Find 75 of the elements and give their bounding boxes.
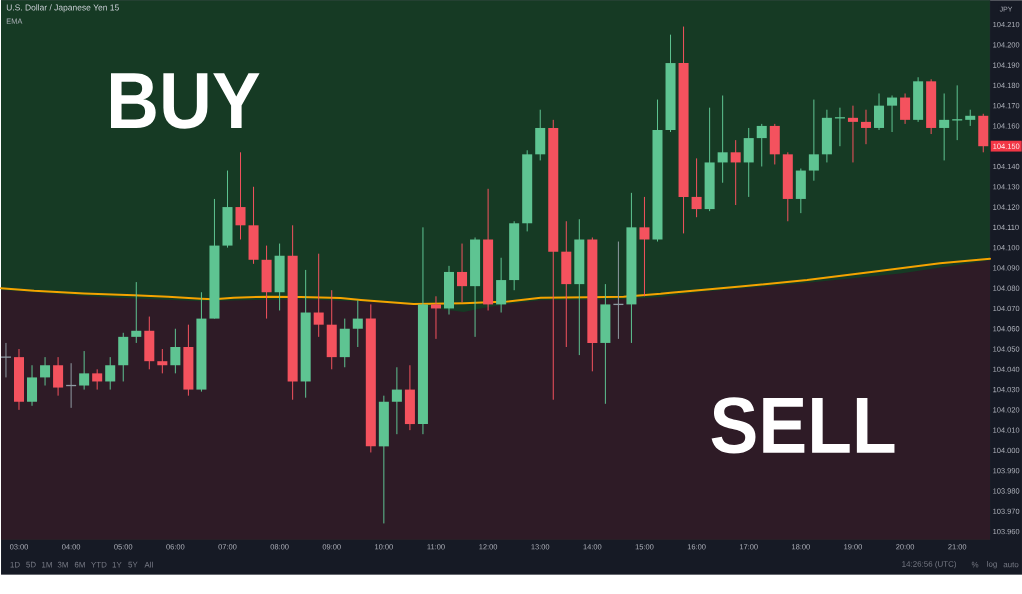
candlestick [144, 316, 155, 370]
candlestick [639, 196, 650, 297]
candlestick [53, 356, 64, 397]
candlestick [40, 356, 51, 387]
candlestick [900, 93, 911, 125]
candlestick [483, 188, 494, 312]
candlestick [27, 364, 38, 407]
candlestick [417, 227, 428, 435]
candlestick [430, 295, 441, 340]
candlestick [860, 109, 872, 145]
candlestick [131, 281, 142, 344]
candlestick [730, 139, 741, 206]
candlestick [821, 109, 832, 164]
candlestick [196, 291, 207, 393]
candlestick [209, 198, 220, 320]
candlestick [300, 269, 311, 399]
candlestick [808, 99, 819, 182]
candlestick [600, 283, 611, 405]
candlestick [79, 350, 90, 391]
candlestick [847, 105, 858, 164]
candlestick [457, 243, 468, 304]
candlestick [652, 99, 663, 243]
candlestick [365, 304, 376, 454]
candlestick [157, 348, 168, 375]
candlestick [743, 127, 754, 198]
candlestick [313, 253, 324, 338]
candlestick [0, 342, 12, 379]
candlestick [939, 93, 950, 162]
candlestick [378, 395, 389, 525]
chart-title: U.S. Dollar / Japanese Yen 15 [6, 4, 119, 13]
candlestick [443, 265, 455, 316]
candlestick [913, 76, 924, 123]
line-series [0, 257, 992, 306]
candlestick [587, 237, 598, 373]
candlestick [170, 328, 181, 375]
candlestick [183, 324, 194, 397]
candlestick [561, 220, 572, 348]
candlestick [691, 158, 702, 218]
candlestick [678, 26, 689, 235]
candlestick [717, 95, 728, 184]
candlestick [978, 113, 989, 153]
candlestick [522, 149, 533, 233]
candlestick [926, 78, 937, 135]
candlestick [92, 368, 103, 391]
candlestick [248, 186, 259, 265]
candlestick [626, 192, 637, 344]
candlestick [535, 109, 546, 162]
candlestick [105, 356, 116, 391]
candlestick [756, 123, 767, 168]
candlestick [326, 289, 337, 370]
candlestick [404, 364, 415, 431]
candlestick [274, 243, 285, 312]
candlestick [261, 245, 272, 320]
candlestick [795, 168, 806, 214]
candlestick [704, 107, 715, 212]
candlestick [235, 151, 246, 241]
candlestick [13, 348, 25, 411]
candlestick [548, 119, 559, 401]
candlestick [665, 34, 676, 133]
candlestick [339, 318, 350, 368]
candlestick [769, 123, 780, 166]
candlestick [574, 218, 585, 356]
candlestick [496, 257, 507, 314]
candlestick [874, 93, 885, 131]
candlestick [118, 332, 129, 383]
candlestick [470, 237, 481, 338]
candlestick [887, 95, 898, 133]
candlestick [222, 170, 233, 249]
candlestick [509, 220, 520, 291]
candlestick [391, 366, 402, 435]
annotation: SELL [711, 397, 895, 454]
annotation: BUY [110, 73, 260, 130]
candlestick [287, 224, 298, 401]
candlestick [352, 300, 363, 348]
candlestick [782, 151, 793, 222]
